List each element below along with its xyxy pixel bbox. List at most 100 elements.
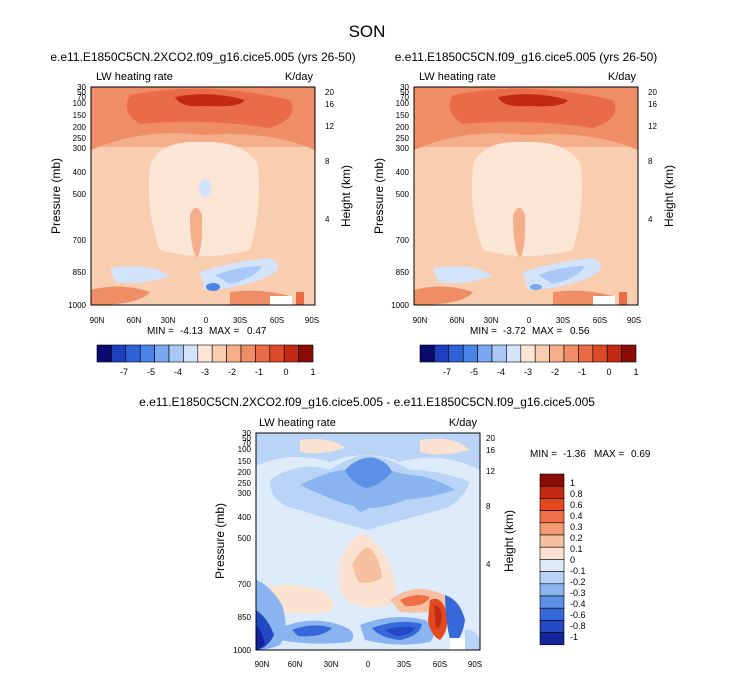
panel-1-ylabel: Pressure (mb) (49, 158, 63, 234)
panel-1-colorbar-swatch (197, 344, 213, 363)
panel-1-colorbar-label: -4 (174, 367, 182, 377)
panel-1-xtick: 30S (233, 316, 247, 325)
panel-1-colorbar-swatch (111, 344, 127, 363)
panel-3-ytick: 1000 (233, 646, 251, 655)
panel-3-colorbar-swatch (539, 522, 565, 536)
panel-3-y2tick: 4 (486, 560, 491, 569)
panel-2-y2tick: 20 (648, 88, 657, 97)
panel-1-colorbar-swatch (168, 344, 184, 363)
panel-1-max-label: MAX = (209, 326, 239, 337)
panel-1-ytick: 30 (77, 83, 86, 92)
panel-1-y2tick: 16 (325, 100, 334, 109)
panel-2-colorbar-label: -3 (524, 367, 532, 377)
panel-3-ytick: 50 (242, 434, 251, 443)
panel-1-xtick: 60S (270, 316, 284, 325)
panel-2-colorbar-swatch (448, 344, 464, 363)
panel-3-colorbar-label: 0 (570, 555, 575, 565)
panel-3-colorbar-swatch (539, 498, 565, 511)
panel-2-colorbar (419, 344, 637, 363)
panel-1-xtick: 90N (90, 316, 105, 325)
panel-3-colorbar-label: 0.4 (570, 511, 583, 521)
panel-3-max-label: MAX = (594, 449, 624, 460)
panel-3-colorbar-swatch (539, 510, 565, 524)
panel-2-colorbar-swatch (563, 344, 579, 363)
panel-1-colorbar-swatch (255, 344, 271, 363)
panel-1-max-value: 0.47 (247, 326, 267, 337)
panel-3-ytick: 30 (242, 429, 251, 438)
panel-3-colorbar-swatch (539, 485, 565, 499)
panel-3-field (256, 433, 480, 650)
panel-1-colorbar-label: -7 (120, 367, 128, 377)
panel-2-ytick: 150 (396, 111, 410, 120)
panel-2-colorbar-swatch (621, 344, 637, 363)
panel-3-colorbar-swatch (539, 620, 565, 633)
panel-1-field (91, 87, 315, 305)
panel-3-min-value: -1.36 (563, 449, 586, 460)
panel-2-frame (413, 86, 639, 306)
figure-title: SON (349, 22, 386, 41)
panel-3-colorbar-swatch (539, 571, 565, 585)
panel-2-ytick: 100 (396, 99, 410, 108)
panel-3-y2tick: 12 (486, 467, 495, 476)
panel-3-colorbar-label: -1 (570, 632, 578, 642)
panel-2-y2tick: 16 (648, 100, 657, 109)
panel-2-ytick: 850 (396, 268, 410, 277)
panel-2-left-label: LW heating rate (419, 71, 496, 83)
panel-1-ytick: 1000 (68, 301, 86, 310)
panel-2-y2label: Height (km) (662, 165, 676, 227)
panel-2-xtick: 30N (484, 316, 499, 325)
panel-2-colorbar-swatch (520, 344, 536, 363)
panel-3-y2label: Height (km) (502, 510, 516, 572)
panel-1-colorbar-swatch (125, 344, 141, 363)
panel-1-colorbar-swatch (240, 344, 256, 363)
panel-2-y2tick: 12 (648, 122, 657, 131)
panel-2-colorbar-swatch (477, 344, 493, 363)
panel-2-colorbar-swatch (506, 344, 522, 363)
panel-1-colorbar-label: -2 (228, 367, 236, 377)
panel-3-ytick: 150 (238, 457, 252, 466)
panel-2-right-label: K/day (608, 71, 637, 83)
panel-3-colorbar-swatch (539, 583, 565, 597)
panel-2-min-label: MIN = (470, 326, 497, 337)
panel-1-ytick: 500 (73, 190, 87, 199)
panel-3-right-label: K/day (449, 417, 478, 429)
panel-3-ylabel: Pressure (mb) (213, 503, 227, 579)
panel-3-y2tick: 8 (486, 502, 491, 511)
panel-3-y2tick: 16 (486, 446, 495, 455)
panel-1-xtick: 90S (305, 316, 319, 325)
panel-1-ytick: 50 (77, 88, 86, 97)
panel-1-colorbar-label: 0 (283, 367, 288, 377)
panel-1-xtick: 30N (161, 316, 176, 325)
panel-1-ytick: 100 (73, 99, 87, 108)
panel-2-ytick: 30 (400, 83, 409, 92)
panel-3-colorbar-swatch (539, 559, 565, 572)
panel-2-colorbar-label: -2 (551, 367, 559, 377)
panel-2-colorbar-label: 1 (633, 367, 638, 377)
panel-1-xtick: 0 (204, 316, 209, 325)
panel-2-colorbar-swatch (491, 344, 507, 363)
panel-1-min-label: MIN = (147, 326, 174, 337)
panel-2-min-value: -3.72 (503, 326, 526, 337)
panel-1-ytick: 200 (73, 123, 87, 132)
panel-1-right-label: K/day (285, 71, 314, 83)
panel-3-ytick: 700 (238, 580, 252, 589)
panel-1-colorbar-label: -5 (147, 367, 155, 377)
panel-2-ytick: 400 (396, 168, 410, 177)
panel-1-colorbar-swatch (154, 344, 170, 363)
panel-1-colorbar-swatch (183, 344, 199, 363)
panel-2-xtick: 30S (556, 316, 570, 325)
panel-3-ytick: 500 (238, 534, 252, 543)
panel-2: e.e11.E1850C5CN.f09_g16.cice5.005 (yrs 2… (372, 50, 676, 377)
panel-2-colorbar-label: -4 (497, 367, 505, 377)
panel-1-colorbar-swatch (139, 344, 155, 363)
panel-1-frame (90, 86, 316, 306)
panel-1-title: e.e11.E1850C5CN.2XCO2.f09_g16.cice5.005 … (50, 50, 355, 64)
panel-1-colorbar (96, 344, 314, 363)
panel-1-y2tick: 4 (325, 215, 330, 224)
panel-1-ytick: 300 (73, 144, 87, 153)
panel-3-ytick: 850 (238, 613, 252, 622)
panel-3-xtick: 30N (324, 660, 339, 669)
panel-2-colorbar-swatch (592, 344, 608, 363)
panel-3-colorbar-label: -0.2 (570, 577, 586, 587)
panel-1-ytick: 400 (73, 168, 87, 177)
